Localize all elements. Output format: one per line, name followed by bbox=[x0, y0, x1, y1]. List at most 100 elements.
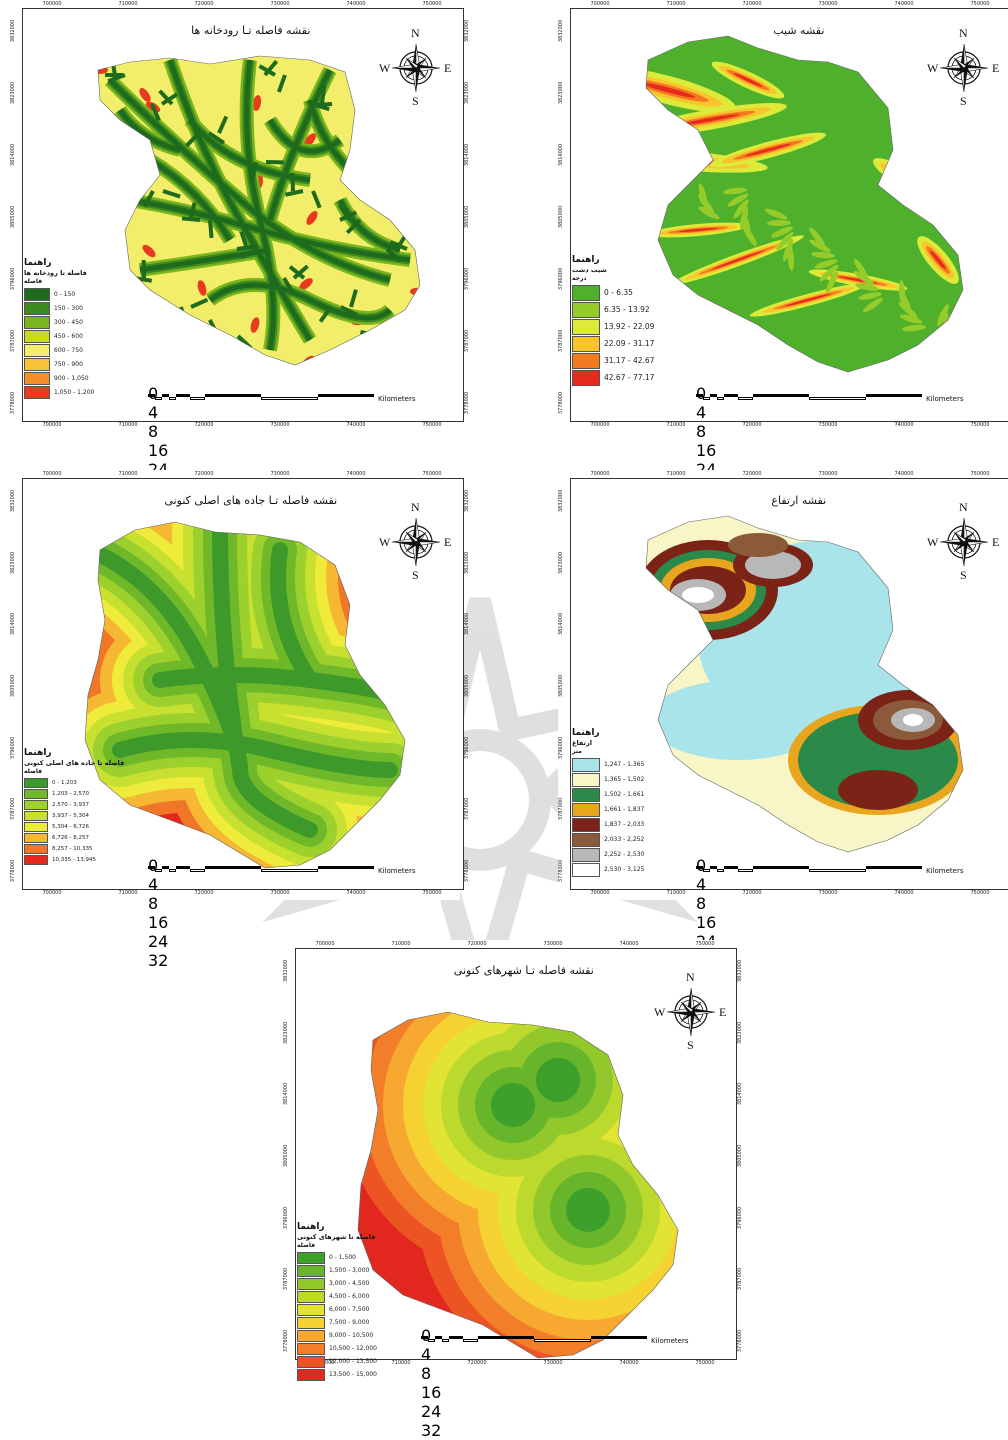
northing-tick-label: 3778000 bbox=[464, 392, 470, 414]
scale-bar-segment bbox=[738, 869, 752, 872]
scale-bar-segment bbox=[155, 869, 162, 872]
legend-item-label: 42.67 - 77.17 bbox=[604, 373, 654, 382]
northing-tick-label: 3814000 bbox=[464, 144, 470, 166]
legend-item-label: 900 - 1,050 bbox=[54, 375, 89, 382]
compass-west-label: W bbox=[654, 1005, 665, 1020]
scale-bar-segment bbox=[696, 866, 703, 869]
legend-item: 1,050 - 1,200 bbox=[24, 385, 94, 399]
legend-title: راهنما bbox=[572, 255, 654, 265]
legend-item-label: 3,937 - 5,304 bbox=[52, 813, 89, 819]
compass-west-label: W bbox=[379, 535, 390, 550]
legend-item-label: 2,530 - 3,125 bbox=[604, 866, 644, 873]
legend-swatch bbox=[24, 811, 48, 821]
legend-item: 0 - 1,203 bbox=[24, 777, 124, 788]
scale-bar-tick-label: 16 bbox=[696, 441, 982, 460]
compass-south-label: S bbox=[960, 94, 967, 109]
legend-title: راهنما bbox=[24, 748, 124, 758]
compass-north-label: N bbox=[959, 26, 968, 41]
scale-bar-tick-label: 24 bbox=[421, 1402, 707, 1421]
legend-swatch bbox=[572, 773, 600, 787]
scale-bar-segment bbox=[703, 869, 710, 872]
northing-tick-label: 3832000 bbox=[464, 20, 470, 42]
scale-bar-tick-label: 16 bbox=[148, 913, 434, 932]
legend-swatch bbox=[572, 319, 600, 335]
northing-tick-label: 3832000 bbox=[464, 490, 470, 512]
legend-item: 6,000 - 7,500 bbox=[297, 1303, 377, 1316]
scale-bar-tick-label: 16 bbox=[421, 1383, 707, 1402]
compass-north-label: N bbox=[411, 500, 420, 515]
legend-item-label: 6,726 - 8,257 bbox=[52, 835, 89, 841]
legend-item: 3,000 - 4,500 bbox=[297, 1277, 377, 1290]
northing-tick-label: 3814000 bbox=[464, 613, 470, 635]
legend-swatch bbox=[572, 336, 600, 352]
scale-bar-segment bbox=[753, 866, 810, 869]
legend-swatch bbox=[297, 1317, 325, 1329]
legend-swatch bbox=[297, 1343, 325, 1355]
scale-bar-segment bbox=[261, 397, 318, 400]
scale-bar-tick-label: 4 bbox=[421, 1345, 707, 1364]
legend-swatch bbox=[572, 863, 600, 877]
scale-bar-tick-label: 8 bbox=[421, 1364, 707, 1383]
northing-tick-label: 3805000 bbox=[464, 675, 470, 697]
legend-item: 22.09 - 31.17 bbox=[572, 335, 654, 352]
legend-item: 10,335 - 13,945 bbox=[24, 854, 124, 865]
compass-east-label: E bbox=[444, 61, 451, 76]
scale-bar-segment bbox=[169, 397, 176, 400]
scale-bar-segment bbox=[449, 1336, 463, 1339]
legend-swatch bbox=[24, 833, 48, 843]
compass-west-label: W bbox=[379, 61, 390, 76]
compass-south-label: S bbox=[687, 1038, 694, 1053]
legend-item: 1,365 - 1,502 bbox=[572, 772, 644, 787]
legend-item-label: 31.17 - 42.67 bbox=[604, 356, 654, 365]
scale-bar-segment bbox=[866, 866, 923, 869]
legend-title: راهنما bbox=[572, 728, 644, 738]
scale-bar-segment bbox=[717, 397, 724, 400]
legend-item: 150 - 300 bbox=[24, 301, 94, 315]
legend-item: 8,257 - 10,335 bbox=[24, 843, 124, 854]
legend-item: 13,500 - 15,000 bbox=[297, 1368, 377, 1381]
legend-item-label: 1,247 - 1,365 bbox=[604, 761, 644, 768]
legend-item: 300 - 450 bbox=[24, 315, 94, 329]
legend-item: 0 - 6.35 bbox=[572, 284, 654, 301]
legend-item-label: 300 - 450 bbox=[54, 319, 83, 326]
compass-south-label: S bbox=[960, 568, 967, 583]
legend-item-label: 150 - 300 bbox=[54, 305, 83, 312]
legend-item-label: 1,837 - 2,033 bbox=[604, 821, 644, 828]
legend-swatch bbox=[24, 822, 48, 832]
legend-swatch bbox=[572, 833, 600, 847]
legend-swatch bbox=[572, 285, 600, 301]
legend-swatch bbox=[572, 848, 600, 862]
scale-bar-segment bbox=[703, 397, 710, 400]
legend-item: 0 - 150 bbox=[24, 287, 94, 301]
legend-swatch bbox=[297, 1252, 325, 1264]
scale-bar-segment bbox=[478, 1336, 535, 1339]
scale-bar-segment bbox=[717, 869, 724, 872]
legend-unit: فاصله bbox=[24, 768, 124, 775]
legend-item-label: 7,500 - 9,000 bbox=[329, 1319, 369, 1326]
scale-bar-tick-label: 8 bbox=[696, 422, 982, 441]
northing-tick-label: 3823000 bbox=[464, 552, 470, 574]
legend-item-label: 3,000 - 4,500 bbox=[329, 1280, 369, 1287]
legend-swatch bbox=[572, 818, 600, 832]
legend-swatch bbox=[297, 1369, 325, 1381]
legend-subtitle: فاصله تا رودخانه ها bbox=[24, 269, 94, 277]
legend-unit: فاصله bbox=[24, 278, 94, 285]
legend-subtitle: ارتفاع bbox=[572, 739, 644, 747]
legend-subtitle: شیب دشت bbox=[572, 266, 654, 274]
legend-item-label: 6,000 - 7,500 bbox=[329, 1306, 369, 1313]
legend-item: 0 - 1,500 bbox=[297, 1251, 377, 1264]
compass-east-label: E bbox=[992, 535, 999, 550]
compass-east-label: E bbox=[444, 535, 451, 550]
legend-item: 450 - 600 bbox=[24, 329, 94, 343]
legend-item-label: 0 - 1,500 bbox=[329, 1254, 356, 1261]
